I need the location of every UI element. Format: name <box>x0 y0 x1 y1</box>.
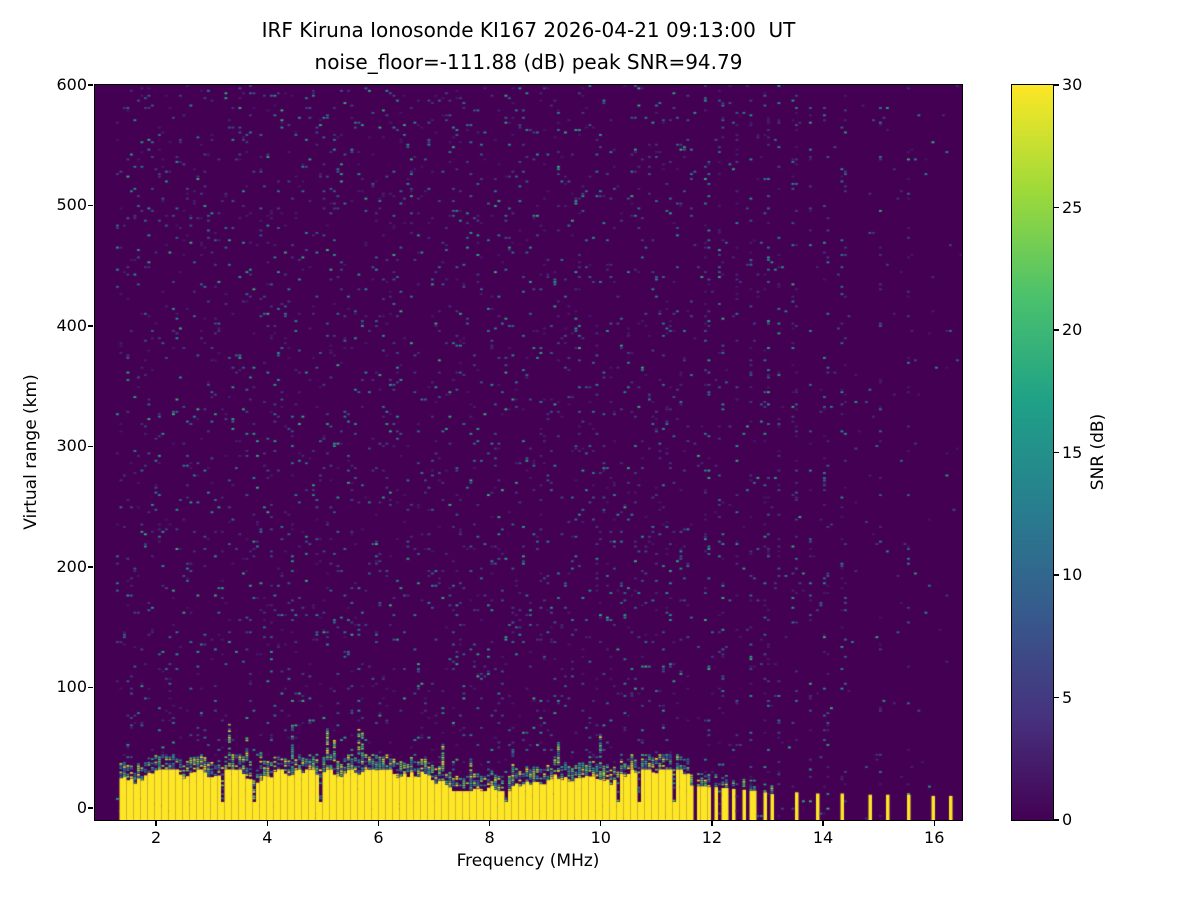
colorbar-tick-mark <box>1054 84 1059 86</box>
y-tick-mark <box>88 445 93 448</box>
x-tick-label: 14 <box>812 828 834 847</box>
x-tick-mark <box>600 821 602 826</box>
y-tick-mark <box>88 204 93 207</box>
x-tick-label: 8 <box>484 828 495 847</box>
x-tick-mark <box>711 821 713 826</box>
x-tick-mark <box>377 821 380 826</box>
colorbar-tick-label: 10 <box>1062 565 1083 584</box>
colorbar-tick-label: 20 <box>1062 320 1083 339</box>
colorbar-canvas <box>1012 85 1053 820</box>
x-tick-mark <box>933 821 935 826</box>
x-tick-label: 12 <box>701 828 723 847</box>
colorbar-tick-mark <box>1054 819 1059 821</box>
colorbar-tick-label: 25 <box>1062 197 1083 217</box>
x-tick-label: 4 <box>262 828 273 847</box>
x-tick-label: 10 <box>590 828 611 847</box>
y-tick-label: 100 <box>56 677 87 697</box>
y-tick-mark <box>88 686 93 689</box>
x-tick-mark <box>266 821 268 826</box>
y-axis-label: Virtual range (km) <box>21 374 41 530</box>
colorbar-tick-label: 0 <box>1062 810 1073 829</box>
colorbar-tick-mark <box>1054 451 1059 454</box>
x-tick-label: 2 <box>151 828 162 847</box>
colorbar-tick-mark <box>1054 206 1059 209</box>
x-axis-label: Frequency (MHz) <box>456 851 600 871</box>
colorbar-tick-mark <box>1054 696 1059 699</box>
y-tick-label: 0 <box>76 797 87 817</box>
plot-area <box>94 84 963 821</box>
y-tick-mark <box>88 807 93 809</box>
y-tick-mark <box>88 84 93 86</box>
y-tick-label: 300 <box>56 436 87 456</box>
colorbar <box>1011 84 1054 821</box>
y-tick-mark <box>88 566 93 568</box>
colorbar-tick-label: 15 <box>1062 442 1083 462</box>
y-tick-label: 500 <box>56 195 87 215</box>
heatmap-canvas <box>95 85 962 820</box>
x-tick-mark <box>155 821 157 826</box>
x-tick-mark <box>822 821 824 826</box>
y-tick-label: 400 <box>56 315 87 335</box>
chart-subtitle: noise_floor=-111.88 (dB) peak SNR=94.79 <box>314 50 743 74</box>
y-tick-label: 200 <box>56 556 87 576</box>
x-tick-label: 16 <box>924 828 945 847</box>
colorbar-tick-mark <box>1054 329 1059 331</box>
colorbar-tick-label: 30 <box>1062 75 1083 94</box>
y-tick-mark <box>88 325 93 327</box>
colorbar-tick-label: 5 <box>1062 687 1073 707</box>
colorbar-tick-mark <box>1054 574 1059 576</box>
colorbar-label: SNR (dB) <box>1088 413 1108 491</box>
x-tick-label: 6 <box>373 828 384 847</box>
x-tick-mark <box>488 821 491 826</box>
y-tick-label: 600 <box>56 75 87 94</box>
chart-title: IRF Kiruna Ionosonde KI167 2026-04-21 09… <box>261 18 796 42</box>
